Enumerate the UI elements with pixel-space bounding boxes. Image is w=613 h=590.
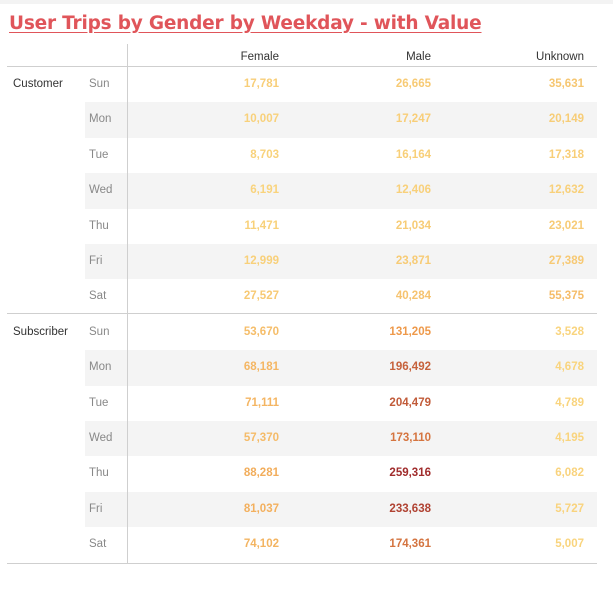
value-cell: 17,781 bbox=[243, 78, 279, 90]
row-header-divider bbox=[127, 44, 128, 564]
value-cell: 53,670 bbox=[243, 325, 279, 338]
value-cell: 23,871 bbox=[395, 254, 431, 267]
table-body: Sun 17,781 26,665 35,631 Mon 10,007 17,247 20,1… bbox=[7, 67, 597, 562]
value-cell: 3,528 bbox=[555, 325, 584, 338]
value-cell: 88,281 bbox=[243, 467, 279, 480]
table-row: Sun 17,781 26,665 35,631 bbox=[7, 67, 597, 102]
column-header-male: Male bbox=[406, 51, 431, 63]
header-rule bbox=[7, 66, 597, 67]
weekday-label: Fri bbox=[85, 243, 127, 280]
table-row: Wed 57,370 173,110 4,195 bbox=[7, 420, 597, 457]
group-label: Subscriber bbox=[13, 325, 68, 338]
weekday-label: Sun bbox=[89, 78, 110, 90]
weekday-label: Sat bbox=[89, 538, 107, 551]
value-cell: 23,021 bbox=[548, 219, 584, 232]
value-cell: 20,149 bbox=[548, 113, 584, 126]
weekday-label: Fri bbox=[85, 491, 127, 528]
value-cells: 8,703 16,164 17,318 bbox=[127, 138, 597, 173]
value-cell: 174,361 bbox=[389, 538, 431, 551]
value-cell: 74,102 bbox=[243, 538, 279, 551]
value-cell: 5,727 bbox=[555, 502, 584, 515]
table-row: Thu 11,471 21,034 23,021 bbox=[7, 209, 597, 244]
value-cell: 40,284 bbox=[395, 290, 431, 303]
value-cells: 68,181 196,492 4,678 bbox=[127, 350, 597, 386]
value-cell: 6,191 bbox=[250, 184, 279, 197]
value-cells: 12,999 23,871 27,389 bbox=[127, 243, 597, 280]
table-row: Tue 8,703 16,164 17,318 bbox=[7, 138, 597, 173]
highlight-table: Female Male Unknown Sun 17,781 26,665 35,63… bbox=[7, 44, 597, 564]
weekday-label: Tue bbox=[89, 148, 109, 161]
weekday-label: Mon bbox=[85, 102, 127, 138]
weekday-label: Mon bbox=[85, 350, 127, 386]
column-header-unknown: Unknown bbox=[536, 51, 584, 63]
weekday-label: Sun bbox=[89, 325, 110, 338]
value-cell: 131,205 bbox=[389, 325, 431, 338]
value-cell: 81,037 bbox=[243, 502, 279, 515]
value-cell: 17,247 bbox=[395, 113, 431, 126]
value-cell: 68,181 bbox=[243, 361, 279, 374]
value-cell: 27,527 bbox=[243, 290, 279, 303]
value-cells: 88,281 259,316 6,082 bbox=[127, 456, 597, 491]
value-cells: 6,191 12,406 12,632 bbox=[127, 173, 597, 209]
value-cell: 233,638 bbox=[389, 502, 431, 515]
value-cells: 17,781 26,665 35,631 bbox=[127, 67, 597, 102]
value-cells: 81,037 233,638 5,727 bbox=[127, 491, 597, 528]
value-cell: 17,318 bbox=[548, 148, 584, 161]
table-row: Fri 12,999 23,871 27,389 bbox=[7, 243, 597, 280]
value-cell: 204,479 bbox=[389, 396, 431, 409]
value-cells: 74,102 174,361 5,007 bbox=[127, 527, 597, 562]
value-cells: 27,527 40,284 55,375 bbox=[127, 279, 597, 314]
value-cell: 12,406 bbox=[395, 184, 431, 197]
value-cell: 173,110 bbox=[390, 431, 431, 444]
value-cells: 11,471 21,034 23,021 bbox=[127, 209, 597, 244]
weekday-label: Sat bbox=[89, 290, 107, 303]
value-cells: 53,670 131,205 3,528 bbox=[127, 315, 597, 350]
value-cell: 35,631 bbox=[548, 78, 584, 90]
table-row: Mon 10,007 17,247 20,149 bbox=[7, 102, 597, 138]
table-row: Thu 88,281 259,316 6,082 bbox=[7, 456, 597, 491]
bottom-rule bbox=[7, 563, 597, 564]
value-cell: 11,471 bbox=[244, 219, 279, 232]
table-row: Mon 68,181 196,492 4,678 bbox=[7, 350, 597, 386]
chart-title: User Trips by Gender by Weekday - with V… bbox=[9, 13, 482, 34]
table-row: Tue 71,111 204,479 4,789 bbox=[7, 386, 597, 421]
table-row: Sat 27,527 40,284 55,375 bbox=[7, 279, 597, 314]
weekday-label: Wed bbox=[85, 420, 127, 457]
value-cell: 8,703 bbox=[250, 148, 279, 161]
table-row: Sat 74,102 174,361 5,007 bbox=[7, 527, 597, 562]
value-cell: 16,164 bbox=[395, 148, 431, 161]
weekday-label: Tue bbox=[89, 396, 109, 409]
value-cell: 6,082 bbox=[555, 467, 584, 480]
value-cell: 55,375 bbox=[548, 290, 584, 303]
group-label: Customer bbox=[13, 78, 63, 90]
weekday-label: Wed bbox=[85, 173, 127, 209]
value-cell: 71,111 bbox=[245, 396, 279, 409]
value-cell: 21,034 bbox=[395, 219, 431, 232]
value-cell: 4,789 bbox=[555, 396, 584, 409]
value-cell: 26,665 bbox=[395, 78, 431, 90]
value-cells: 57,370 173,110 4,195 bbox=[127, 420, 597, 457]
value-cell: 27,389 bbox=[548, 254, 584, 267]
value-cells: 10,007 17,247 20,149 bbox=[127, 102, 597, 138]
value-cell: 12,632 bbox=[548, 184, 584, 197]
group-divider bbox=[7, 313, 597, 314]
top-strip bbox=[0, 0, 613, 4]
value-cell: 259,316 bbox=[389, 467, 431, 480]
value-cell: 5,007 bbox=[555, 538, 584, 551]
weekday-label: Thu bbox=[89, 467, 109, 480]
value-cells: 71,111 204,479 4,789 bbox=[127, 386, 597, 421]
table-row: Sun 53,670 131,205 3,528 bbox=[7, 315, 597, 350]
value-cell: 4,195 bbox=[555, 431, 584, 444]
table-row: Wed 6,191 12,406 12,632 bbox=[7, 173, 597, 209]
table-row: Fri 81,037 233,638 5,727 bbox=[7, 491, 597, 528]
value-cell: 12,999 bbox=[243, 254, 279, 267]
value-cell: 4,678 bbox=[555, 361, 584, 374]
value-cell: 10,007 bbox=[243, 113, 279, 126]
column-header-female: Female bbox=[240, 51, 279, 63]
weekday-label: Thu bbox=[89, 219, 109, 232]
value-cell: 57,370 bbox=[243, 431, 279, 444]
value-cell: 196,492 bbox=[389, 361, 431, 374]
